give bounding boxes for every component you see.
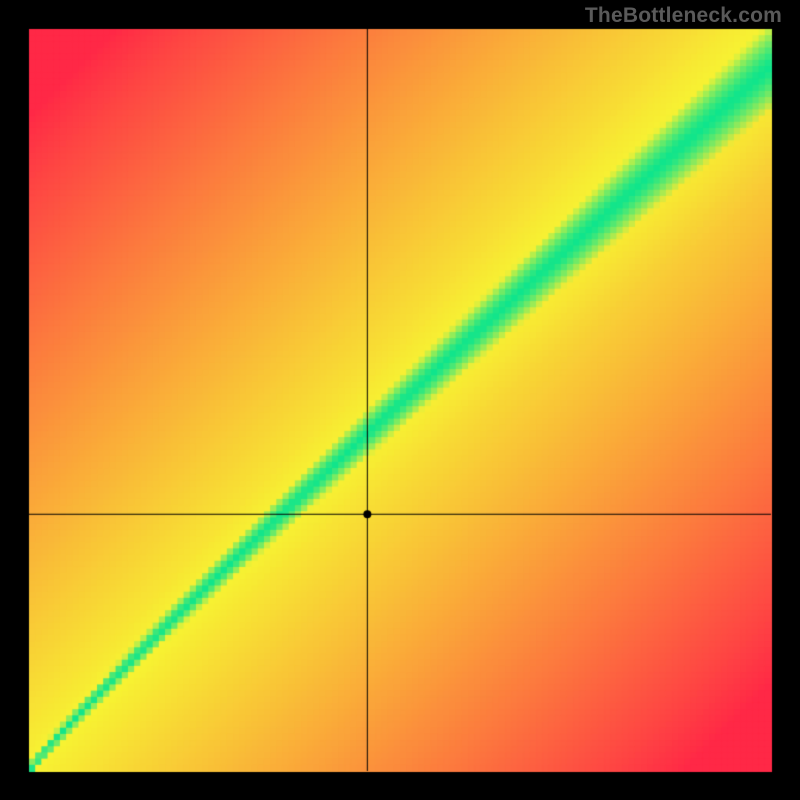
chart-container: TheBottleneck.com: [0, 0, 800, 800]
watermark-text: TheBottleneck.com: [585, 4, 782, 28]
bottleneck-heatmap: [0, 0, 800, 800]
